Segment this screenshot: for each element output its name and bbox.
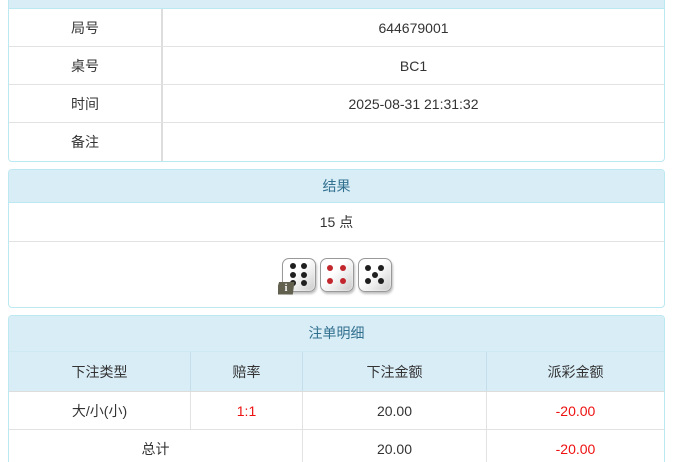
die-face	[322, 260, 352, 290]
die-3-face-5	[357, 257, 392, 292]
table-number-value: BC1	[399, 57, 428, 74]
bets-panel: 注单明细 下注类型 赔率 下注金额 派彩金额 大/小(小) 1:1 20.00 …	[8, 315, 665, 462]
points-value: 15 点	[9, 203, 664, 242]
dice-row: i	[9, 242, 664, 307]
round-number-value: 644679001	[378, 19, 449, 36]
round-number-label: 局号	[9, 9, 163, 46]
table-row: 桌号 BC1	[9, 47, 664, 85]
remark-value	[163, 123, 664, 161]
payout-amount-cell: -20.00	[555, 402, 596, 419]
result-panel: 结果 15 点 i	[8, 169, 665, 308]
game-info-table: 局号 644679001 桌号 BC1 时间 2025-08-31 21:31:…	[8, 9, 665, 162]
bets-panel-title: 注单明细	[9, 316, 664, 352]
die-2-face-4	[319, 257, 354, 292]
table-row: 局号 644679001	[9, 9, 664, 47]
bet-row: 大/小(小) 1:1 20.00 -20.00	[9, 392, 664, 430]
col-header-payout-amount: 派彩金额	[547, 363, 604, 380]
col-header-odds: 赔率	[191, 352, 303, 391]
time-value: 2025-08-31 21:31:32	[348, 95, 479, 112]
table-row: 时间 2025-08-31 21:31:32	[9, 85, 664, 123]
bet-amount-cell: 20.00	[303, 392, 487, 429]
col-header-bet-type: 下注类型	[9, 352, 191, 391]
table-number-label: 桌号	[9, 47, 163, 84]
bet-type-cell: 大/小(小)	[9, 392, 191, 429]
time-label: 时间	[9, 85, 163, 122]
die-1-face-6: i	[277, 257, 316, 295]
total-row: 总计 20.00 -20.00	[9, 430, 664, 462]
die-face	[360, 260, 390, 290]
total-payout-amount-cell: -20.00	[555, 441, 596, 457]
info-badge-icon[interactable]: i	[277, 281, 295, 295]
odds-cell: 1:1	[191, 392, 303, 429]
total-label-cell: 总计	[9, 430, 303, 462]
total-bet-amount-cell: 20.00	[303, 430, 487, 462]
col-header-bet-amount: 下注金额	[303, 352, 487, 391]
bets-header-row: 下注类型 赔率 下注金额 派彩金额	[9, 352, 664, 392]
remark-label: 备注	[9, 123, 163, 161]
table-row: 备注	[9, 123, 664, 161]
result-panel-title: 结果	[9, 170, 664, 203]
cropped-panel-heading	[8, 0, 665, 9]
